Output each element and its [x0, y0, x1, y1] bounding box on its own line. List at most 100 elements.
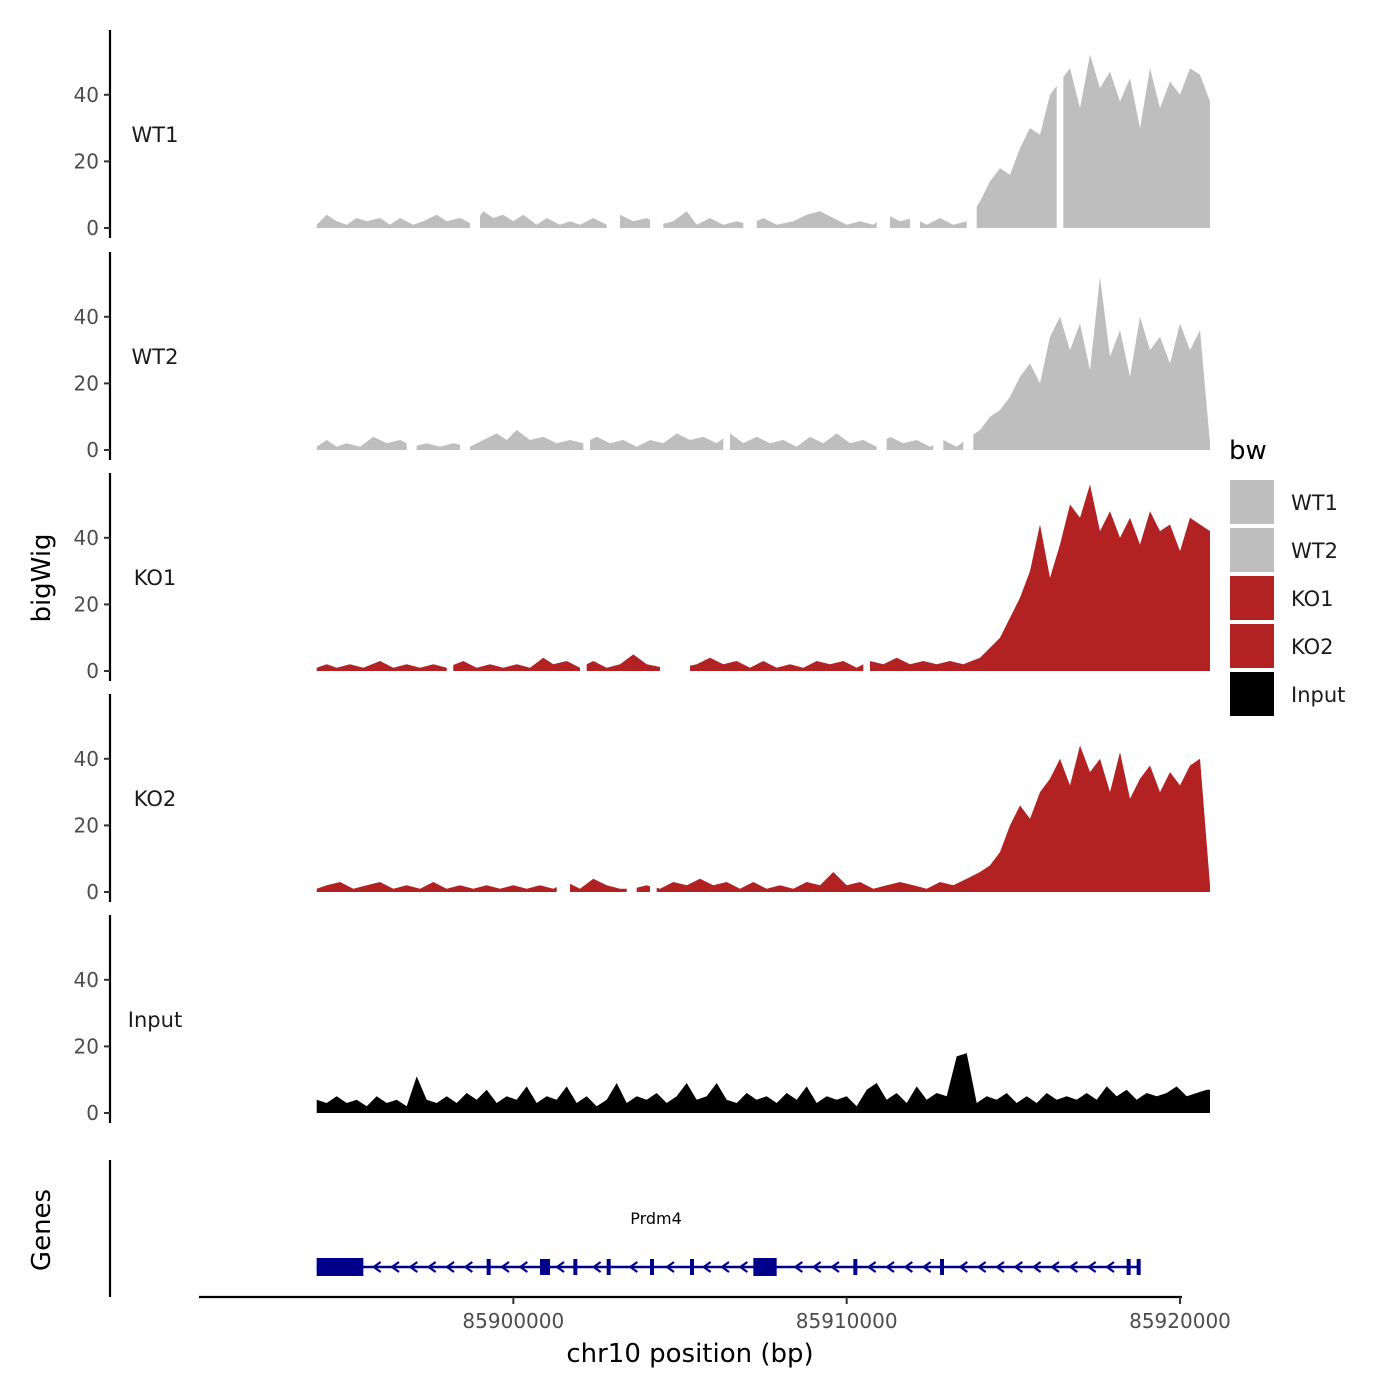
gene-exon: [486, 1259, 491, 1275]
track-label-wt1: WT1: [132, 123, 179, 147]
gene-exon: [573, 1259, 578, 1275]
y-tick-label: 0: [86, 880, 99, 904]
gene-exon: [540, 1259, 550, 1275]
gene-exon: [853, 1259, 858, 1275]
track-area-wt1-6: [920, 218, 967, 228]
y-tick-label: 20: [74, 1034, 99, 1058]
y-tick-label: 20: [74, 149, 99, 173]
track-area-ko1-1: [453, 657, 580, 671]
gene-exon: [940, 1259, 944, 1275]
track-label-ko2: KO2: [134, 787, 177, 811]
y-tick-label: 0: [86, 216, 99, 240]
strand-arrow: [793, 1261, 803, 1273]
strand-arrow: [885, 1261, 895, 1273]
legend: bw WT1 WT2 KO1 KO2 Input: [1229, 436, 1345, 716]
track-label-wt2: WT2: [132, 345, 179, 369]
track-label-input: Input: [128, 1008, 182, 1032]
gene-track: Prdm4: [108, 1160, 1141, 1297]
track-area-wt1-8: [1063, 54, 1210, 228]
x-tick-label: 85910000: [796, 1309, 898, 1333]
strand-arrow: [921, 1261, 932, 1273]
y-tick-label: 0: [86, 659, 99, 683]
strand-arrow: [555, 1261, 565, 1273]
strand-arrow: [463, 1261, 473, 1273]
strand-arrow: [1086, 1261, 1097, 1273]
strand-arrow: [500, 1261, 510, 1273]
legend-swatch-ko1: [1230, 576, 1274, 620]
strand-arrow: [976, 1261, 987, 1273]
legend-label-ko1: KO1: [1291, 587, 1334, 611]
strand-arrow: [830, 1261, 840, 1273]
track-area-wt1-4: [756, 211, 877, 228]
gene-exon: [316, 1258, 364, 1276]
track-area-wt2-1: [416, 443, 460, 450]
gene-exon: [650, 1259, 654, 1275]
track-area-wt2-5: [886, 436, 934, 450]
strand-arrow: [665, 1261, 675, 1273]
track-area-wt2-7: [973, 276, 1210, 450]
track-input: 0 20 40 Input: [74, 915, 1210, 1125]
track-ko2: 0 20 40 KO2: [74, 694, 1210, 904]
strand-arrow: [1105, 1261, 1115, 1273]
strand-arrow: [1013, 1261, 1023, 1273]
legend-swatch-wt2: [1230, 528, 1274, 572]
track-area-wt1-5: [890, 216, 910, 228]
track-area-wt2-4: [730, 433, 877, 450]
track-area-input-0: [316, 1053, 1210, 1113]
track-area-ko2-2: [636, 885, 650, 892]
genes-axis-title: Genes: [27, 1189, 57, 1271]
track-wt1: 0 20 40 WT1: [74, 30, 1210, 240]
track-area-ko1-4: [870, 484, 1210, 671]
legend-swatch-input: [1230, 672, 1274, 716]
track-area-ko2-1: [570, 878, 627, 892]
x-tick-label: 85900000: [462, 1309, 564, 1333]
strand-arrow: [701, 1261, 712, 1273]
track-area-ko1-0: [316, 661, 447, 671]
track-ko1: 0 20 40 KO1: [74, 473, 1210, 683]
y-tick-label: 0: [86, 438, 99, 462]
gene-exon: [1126, 1259, 1131, 1275]
track-area-wt2-0: [316, 436, 407, 450]
legend-label-input: Input: [1291, 683, 1345, 707]
y-tick-label: 20: [74, 371, 99, 395]
strand-arrow: [903, 1261, 913, 1273]
legend-swatch-ko2: [1230, 624, 1274, 668]
y-tick-label: 40: [74, 305, 99, 329]
track-area-wt1-2: [620, 214, 650, 228]
gene-exon: [606, 1259, 611, 1275]
strand-arrow: [426, 1261, 437, 1273]
y-axis-title: bigWig: [27, 533, 57, 622]
track-label-ko1: KO1: [134, 566, 177, 590]
strand-arrow: [958, 1261, 968, 1273]
strand-arrow: [518, 1261, 528, 1273]
gene-name-label: Prdm4: [630, 1209, 682, 1228]
y-tick-label: 20: [74, 592, 99, 616]
strand-arrow: [720, 1261, 730, 1273]
x-tick-label: 85920000: [1129, 1309, 1231, 1333]
strand-arrow: [390, 1261, 400, 1273]
y-tick-label: 40: [74, 747, 99, 771]
strand-arrow: [866, 1261, 877, 1273]
track-area-wt1-7: [976, 85, 1057, 229]
track-area-ko1-2: [586, 654, 660, 671]
legend-label-ko2: KO2: [1291, 635, 1334, 659]
legend-label-wt2: WT2: [1291, 539, 1338, 563]
track-area-wt1-0: [316, 214, 470, 228]
strand-arrow: [738, 1261, 748, 1273]
strand-arrow: [628, 1261, 638, 1273]
x-axis: 85900000 85910000 85920000: [199, 1295, 1231, 1333]
tracks-layer: 0 20 40 WT1 0 20 40 WT2 0 20 40 KO1 0 20 40 KO2 0 20 40 Inp…: [74, 30, 1210, 1125]
y-tick-label: 40: [74, 83, 99, 107]
y-tick-label: 40: [74, 968, 99, 992]
strand-arrow: [445, 1261, 455, 1273]
strand-arrow: [1031, 1261, 1042, 1273]
track-area-wt2-3: [590, 433, 724, 450]
track-area-wt1-3: [663, 211, 744, 228]
gene-exon: [690, 1259, 694, 1275]
track-wt2: 0 20 40 WT2: [74, 252, 1210, 462]
legend-swatch-wt1: [1230, 480, 1274, 524]
y-tick-label: 40: [74, 526, 99, 550]
strand-arrow: [1068, 1261, 1078, 1273]
strand-arrow: [591, 1261, 602, 1273]
strand-arrow: [811, 1261, 822, 1273]
